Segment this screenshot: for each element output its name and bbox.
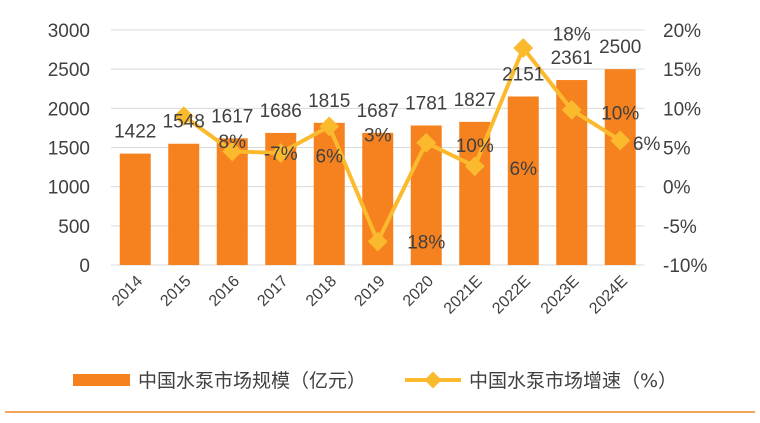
y-right-tick-label: -10% — [663, 256, 707, 277]
y-left-tick-label: 3000 — [48, 21, 90, 42]
y-right-tick-label: 0% — [663, 178, 691, 199]
bar-data-label: 1686 — [260, 101, 302, 122]
bar — [313, 122, 345, 265]
y-left-tick-label: 1000 — [48, 178, 90, 199]
bar — [604, 69, 636, 266]
y-right-tick-label: 10% — [663, 99, 701, 120]
line-data-label: 10% — [601, 103, 639, 124]
y-left-tick-label: 1500 — [48, 139, 90, 160]
line-marker — [367, 231, 388, 252]
bar-data-label: 1687 — [357, 101, 399, 122]
x-tick-label: 2023E — [538, 273, 583, 318]
line-data-label: 18% — [553, 25, 591, 46]
bar — [168, 143, 200, 265]
legend-item-line: 中国水泵市场增速（%） — [405, 366, 677, 393]
line-data-label: -7% — [264, 144, 298, 165]
x-tick-label: 2019 — [351, 273, 388, 310]
bar — [507, 96, 539, 265]
y-left-tick-label: 2000 — [48, 99, 90, 120]
y-right-tick-label: 20% — [663, 21, 701, 42]
line-marker — [173, 106, 194, 127]
bar-data-label: 1422 — [114, 122, 156, 143]
line-marker — [416, 132, 437, 153]
line-data-label: 6% — [633, 134, 661, 155]
y-right-tick-label: 5% — [663, 139, 691, 160]
line-data-label: 6% — [316, 146, 344, 167]
y-right-tick-label: 15% — [663, 60, 701, 81]
bar-data-label: 1827 — [454, 90, 496, 111]
bar-data-label: 1548 — [163, 112, 205, 133]
line-marker — [270, 143, 291, 163]
line-data-label: 10% — [456, 136, 494, 157]
line-data-label: 3% — [364, 126, 392, 147]
bar-data-label: 1815 — [308, 91, 350, 112]
line-data-label: 18% — [407, 233, 445, 254]
line-marker — [464, 156, 485, 177]
bar-data-label: 2500 — [599, 37, 641, 58]
x-tick-label: 2021E — [441, 273, 486, 318]
y-right-tick-label: -5% — [663, 217, 697, 238]
y-left-tick-label: 500 — [58, 217, 90, 238]
line-data-label: 6% — [510, 159, 538, 180]
line-marker — [222, 141, 243, 162]
x-tick-label: 2020 — [400, 273, 437, 310]
bar-data-label: 1781 — [405, 93, 447, 114]
x-tick-label: 2022E — [489, 273, 534, 318]
legend-bar-swatch — [73, 373, 130, 386]
x-tick-label: 2016 — [206, 273, 243, 310]
x-tick-label: 2018 — [303, 273, 340, 310]
legend-line-label: 中国水泵市场增速（%） — [469, 370, 678, 392]
x-tick-label: 2024E — [586, 273, 631, 318]
legend-bar-label: 中国水泵市场规模（亿元） — [138, 370, 367, 392]
x-tick-label: 2014 — [109, 273, 146, 310]
legend-line-swatch — [405, 371, 461, 388]
y-left-tick-label: 0 — [79, 256, 90, 277]
growth-line — [182, 46, 622, 244]
footer-divider — [5, 411, 755, 413]
bar — [119, 153, 151, 265]
y-left-tick-label: 2500 — [48, 60, 90, 81]
bar-data-label: 1617 — [211, 106, 253, 127]
x-tick-label: 2017 — [254, 273, 291, 310]
bar-data-label: 2361 — [551, 48, 593, 69]
line-data-label: 8% — [219, 132, 247, 153]
bar-data-label: 2151 — [502, 65, 544, 86]
x-tick-label: 2015 — [157, 273, 194, 310]
legend-item-bar: 中国水泵市场规模（亿元） — [73, 366, 366, 393]
line-marker — [319, 116, 340, 137]
